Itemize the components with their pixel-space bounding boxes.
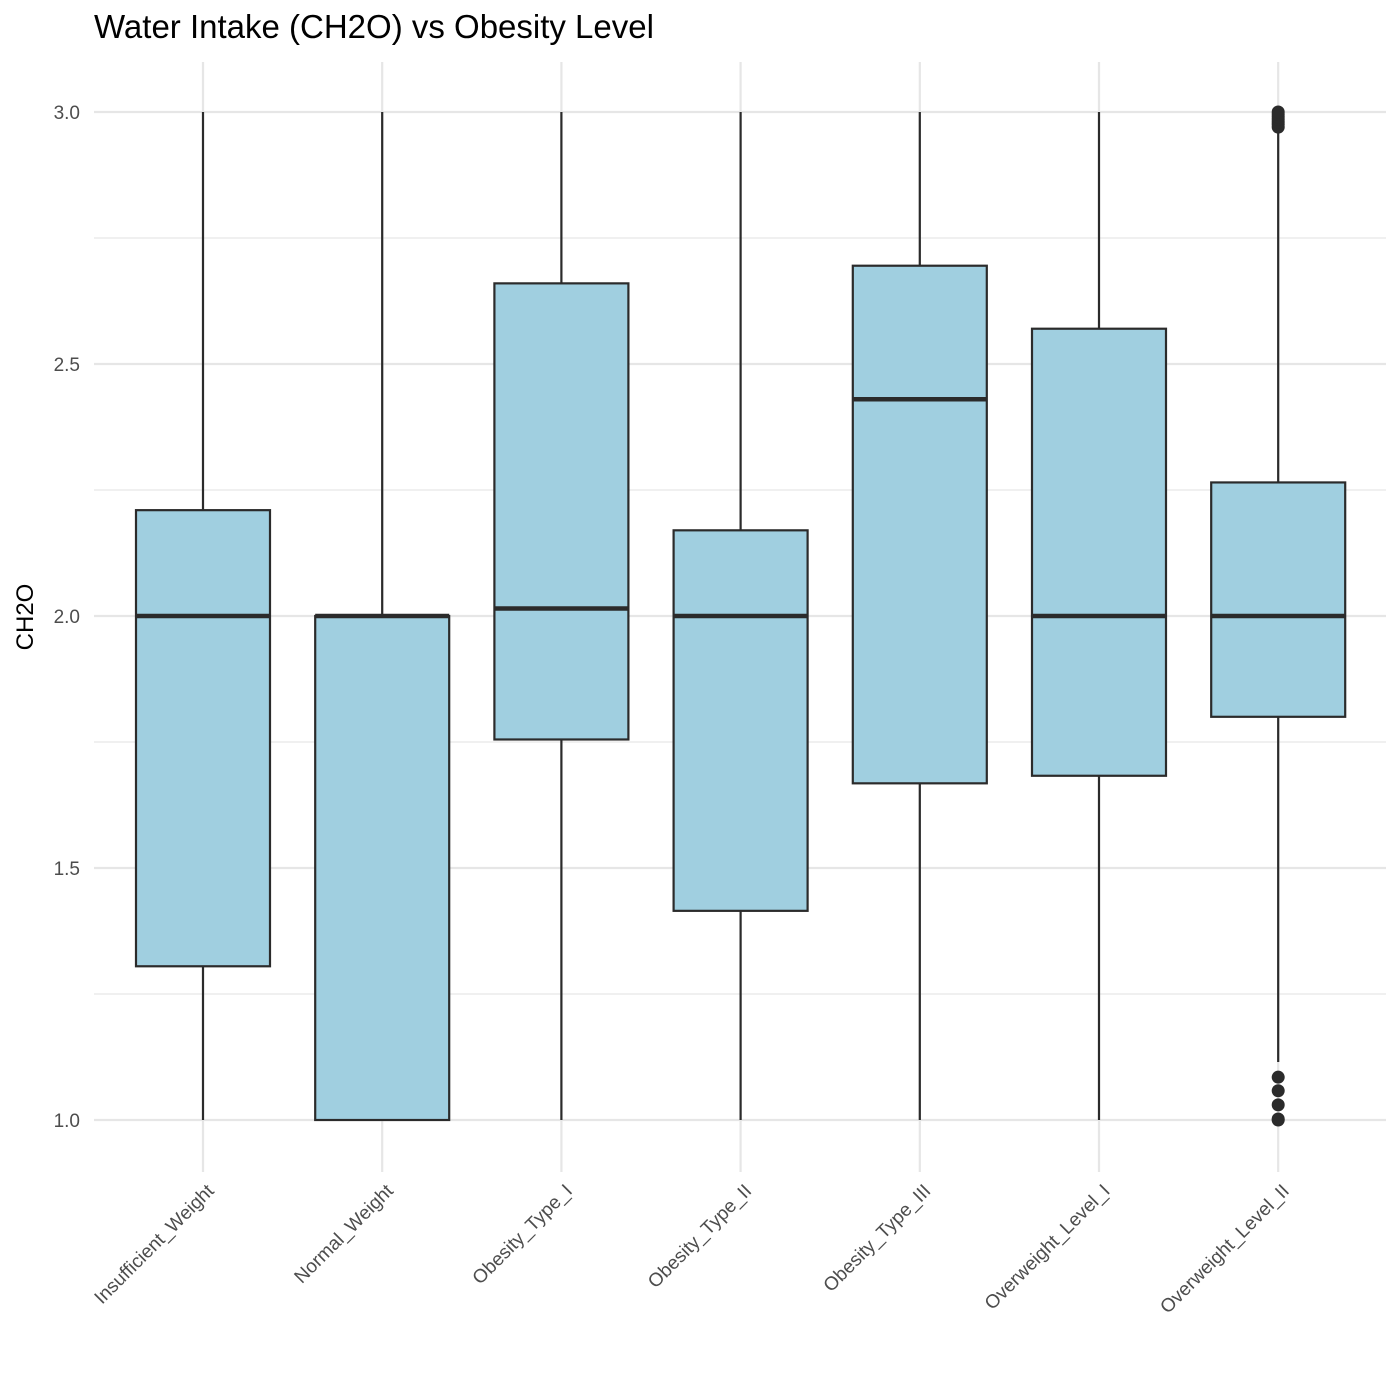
box-iqr: [1030, 327, 1168, 777]
box-Insufficient_Weight: [134, 112, 272, 1120]
box-iqr: [493, 282, 630, 741]
y-tick-label: 1.5: [54, 859, 80, 880]
x-tick-labels: Insufficient_Weight Normal_Weight Obesity_…: [91, 1180, 1294, 1318]
box-iqr: [1210, 481, 1347, 718]
outlier-point: [1271, 1098, 1285, 1112]
y-tick-label: 2.0: [54, 607, 80, 628]
x-tick-label: Obesity_Type_II: [644, 1181, 756, 1293]
outlier-point: [1271, 105, 1285, 119]
box-Obesity_Type_II: [672, 112, 809, 1120]
chart-title: Water Intake (CH2O) vs Obesity Level: [94, 8, 654, 45]
y-tick-label: 3.0: [54, 103, 80, 124]
box-Overweight_Level_II: [1210, 105, 1347, 1127]
x-tick-label: Overweight_Level_II: [1156, 1181, 1293, 1318]
y-tick-label: 2.5: [54, 355, 80, 376]
x-tick-label: Obesity_Type_III: [820, 1181, 936, 1297]
box-Obesity_Type_I: [493, 112, 630, 1120]
box-iqr: [851, 264, 988, 785]
x-tick-label: Overweight_Level_I: [981, 1181, 1115, 1315]
x-tick-label: Obesity_Type_I: [469, 1181, 577, 1289]
box-Obesity_Type_III: [851, 112, 988, 1120]
x-tick-label: Normal_Weight: [291, 1180, 399, 1288]
box-Overweight_Level_I: [1030, 112, 1168, 1120]
box-iqr: [672, 529, 809, 912]
outlier-point: [1271, 1112, 1285, 1126]
outlier-point: [1271, 1070, 1285, 1084]
box-iqr: [314, 614, 451, 1122]
outlier-point: [1271, 1084, 1285, 1098]
y-tick-label: 1.0: [54, 1111, 80, 1132]
box-series: [134, 105, 1347, 1127]
box-iqr: [134, 509, 272, 968]
y-tick-labels: 1.0 1.5 2.0 2.5 3.0: [54, 103, 80, 1132]
x-tick-label: Insufficient_Weight: [91, 1180, 219, 1308]
box-Normal_Weight: [314, 112, 451, 1122]
